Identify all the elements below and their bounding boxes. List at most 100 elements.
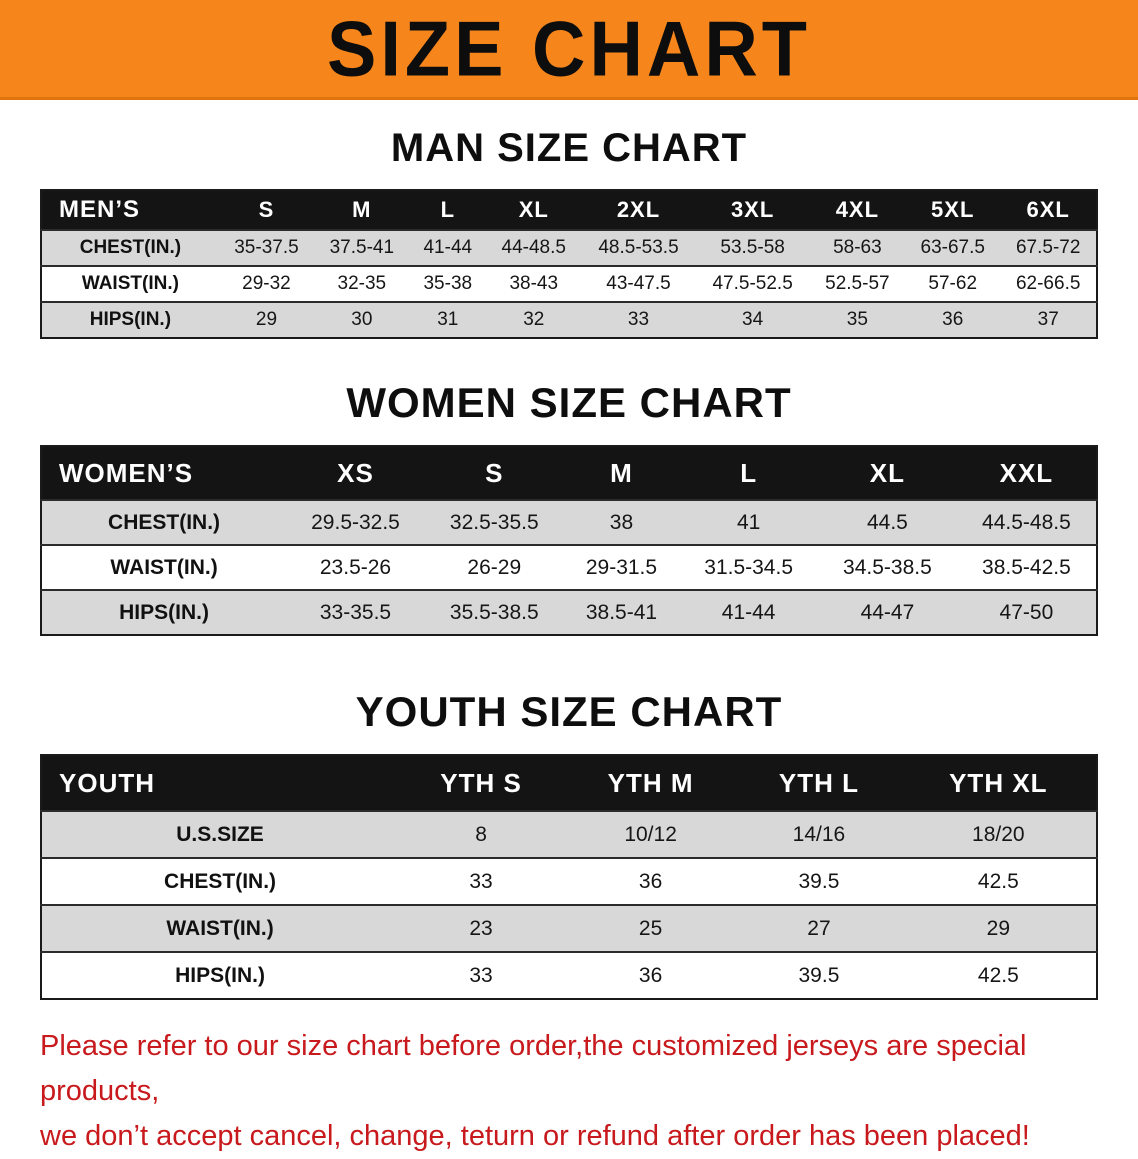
size-value-cell: 38.5-41: [563, 590, 680, 635]
youth-header-cell: YTH XL: [900, 755, 1097, 811]
youth-header-cell: YOUTH: [41, 755, 399, 811]
size-value-cell: 44-47: [818, 590, 957, 635]
women-hips-row: HIPS(IN.) 33-35.5 35.5-38.5 38.5-41 41-4…: [41, 590, 1097, 635]
row-label-cell: HIPS(IN.): [41, 952, 399, 999]
youth-header-row: YOUTH YTH S YTH M YTH L YTH XL: [41, 755, 1097, 811]
size-value-cell: 38.5-42.5: [956, 545, 1097, 590]
women-waist-row: WAIST(IN.) 23.5-26 26-29 29-31.5 31.5-34…: [41, 545, 1097, 590]
size-value-cell: 29-32: [218, 266, 315, 302]
size-value-cell: 33-35.5: [286, 590, 425, 635]
men-hips-row: HIPS(IN.) 29 30 31 32 33 34 35 36 37: [41, 302, 1097, 338]
size-value-cell: 47-50: [956, 590, 1097, 635]
size-value-cell: 29-31.5: [563, 545, 680, 590]
size-value-cell: 38-43: [486, 266, 582, 302]
size-value-cell: 33: [398, 858, 564, 905]
men-header-cell: 3XL: [695, 190, 810, 230]
size-value-cell: 38: [563, 500, 680, 545]
women-header-cell: WOMEN’S: [41, 446, 287, 500]
order-policy-line1: Please refer to our size chart before or…: [40, 1030, 1027, 1107]
size-value-cell: 33: [398, 952, 564, 999]
size-value-cell: 23.5-26: [286, 545, 425, 590]
size-value-cell: 37.5-41: [314, 230, 410, 266]
size-value-cell: 31: [409, 302, 487, 338]
women-header-row: WOMEN’S XS S M L XL XXL: [41, 446, 1097, 500]
youth-header-cell: YTH S: [398, 755, 564, 811]
youth-header-cell: YTH L: [737, 755, 901, 811]
size-value-cell: 29: [900, 905, 1097, 952]
size-value-cell: 39.5: [737, 858, 901, 905]
size-value-cell: 53.5-58: [695, 230, 810, 266]
women-header-cell: XXL: [956, 446, 1097, 500]
men-header-cell: 6XL: [1000, 190, 1097, 230]
banner-title: SIZE CHART: [327, 4, 811, 92]
men-header-cell: 2XL: [581, 190, 696, 230]
order-policy-note: Please refer to our size chart before or…: [0, 1024, 1138, 1159]
row-label-cell: CHEST(IN.): [41, 858, 399, 905]
size-value-cell: 29: [218, 302, 315, 338]
men-header-cell: M: [314, 190, 410, 230]
row-label-cell: CHEST(IN.): [41, 500, 287, 545]
size-chart-banner: SIZE CHART: [0, 0, 1138, 100]
size-value-cell: 44.5-48.5: [956, 500, 1097, 545]
size-value-cell: 31.5-34.5: [679, 545, 819, 590]
size-value-cell: 44-48.5: [486, 230, 582, 266]
size-value-cell: 41-44: [679, 590, 819, 635]
size-value-cell: 58-63: [809, 230, 906, 266]
men-section-heading: MAN SIZE CHART: [390, 126, 748, 170]
size-value-cell: 42.5: [900, 858, 1097, 905]
men-header-cell: XL: [486, 190, 582, 230]
size-value-cell: 30: [314, 302, 410, 338]
row-label-cell: WAIST(IN.): [41, 266, 219, 302]
size-value-cell: 57-62: [905, 266, 1001, 302]
size-value-cell: 32.5-35.5: [424, 500, 564, 545]
row-label-cell: CHEST(IN.): [41, 230, 219, 266]
size-value-cell: 8: [398, 811, 564, 858]
row-label-cell: HIPS(IN.): [41, 590, 287, 635]
women-header-cell: XL: [818, 446, 957, 500]
men-header-cell: L: [409, 190, 487, 230]
youth-section-heading: YOUTH SIZE CHART: [355, 688, 783, 735]
size-value-cell: 39.5: [737, 952, 901, 999]
size-value-cell: 34: [695, 302, 810, 338]
men-header-cell: S: [218, 190, 315, 230]
size-value-cell: 35: [809, 302, 906, 338]
women-header-cell: M: [563, 446, 680, 500]
women-header-cell: L: [679, 446, 819, 500]
women-header-cell: XS: [286, 446, 425, 500]
men-header-cell: 5XL: [905, 190, 1001, 230]
row-label-cell: U.S.SIZE: [41, 811, 399, 858]
size-value-cell: 52.5-57: [809, 266, 906, 302]
size-value-cell: 27: [737, 905, 901, 952]
youth-chest-row: CHEST(IN.) 33 36 39.5 42.5: [41, 858, 1097, 905]
row-label-cell: HIPS(IN.): [41, 302, 219, 338]
youth-size-table: YOUTH YTH S YTH M YTH L YTH XL U.S.SIZE …: [40, 754, 1098, 1000]
women-size-table: WOMEN’S XS S M L XL XXL CHEST(IN.) 29.5-…: [40, 445, 1098, 636]
size-value-cell: 25: [563, 905, 738, 952]
size-value-cell: 35-37.5: [218, 230, 315, 266]
size-value-cell: 35-38: [409, 266, 487, 302]
size-value-cell: 34.5-38.5: [818, 545, 957, 590]
row-label-cell: WAIST(IN.): [41, 905, 399, 952]
size-value-cell: 62-66.5: [1000, 266, 1097, 302]
women-section-heading: WOMEN SIZE CHART: [346, 379, 792, 426]
size-value-cell: 33: [581, 302, 696, 338]
size-value-cell: 36: [563, 952, 738, 999]
youth-waist-row: WAIST(IN.) 23 25 27 29: [41, 905, 1097, 952]
men-chest-row: CHEST(IN.) 35-37.5 37.5-41 41-44 44-48.5…: [41, 230, 1097, 266]
size-value-cell: 29.5-32.5: [286, 500, 425, 545]
size-value-cell: 47.5-52.5: [695, 266, 810, 302]
size-value-cell: 41-44: [409, 230, 487, 266]
order-policy-line2: we don’t accept cancel, change, teturn o…: [40, 1119, 1030, 1152]
men-header-cell: MEN’S: [41, 190, 219, 230]
size-value-cell: 35.5-38.5: [424, 590, 564, 635]
women-header-cell: S: [424, 446, 564, 500]
size-value-cell: 18/20: [900, 811, 1097, 858]
size-value-cell: 48.5-53.5: [581, 230, 696, 266]
men-size-table: MEN’S S M L XL 2XL 3XL 4XL 5XL 6XL CHEST…: [40, 189, 1098, 339]
size-value-cell: 41: [679, 500, 819, 545]
size-value-cell: 67.5-72: [1000, 230, 1097, 266]
youth-ussize-row: U.S.SIZE 8 10/12 14/16 18/20: [41, 811, 1097, 858]
men-header-row: MEN’S S M L XL 2XL 3XL 4XL 5XL 6XL: [41, 190, 1097, 230]
youth-hips-row: HIPS(IN.) 33 36 39.5 42.5: [41, 952, 1097, 999]
youth-header-cell: YTH M: [563, 755, 738, 811]
